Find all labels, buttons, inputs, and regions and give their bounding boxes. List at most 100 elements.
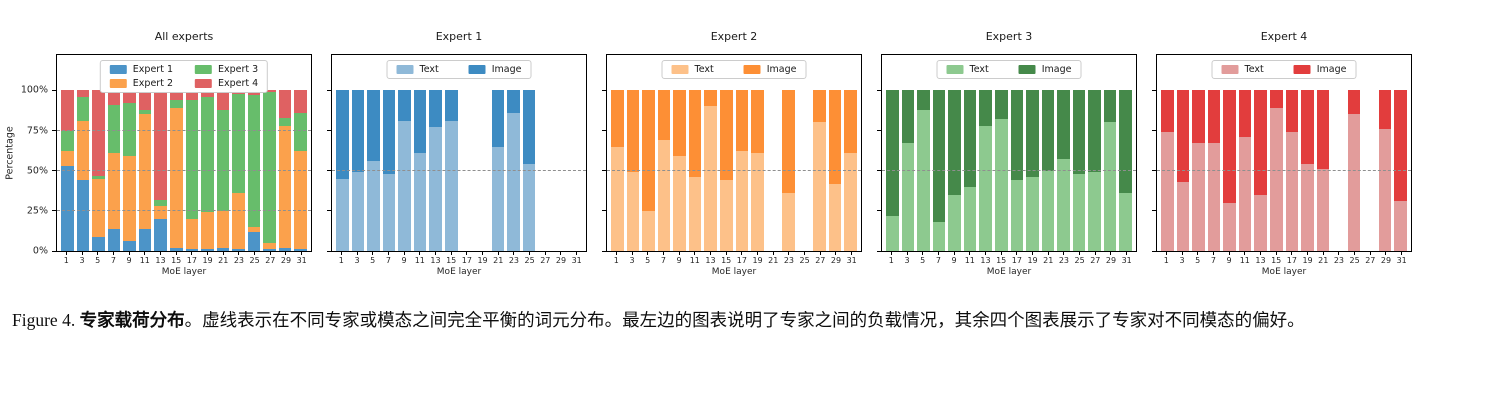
x-tick-label: 15	[996, 256, 1007, 265]
x-tick-mark	[662, 252, 664, 255]
x-tick-label: 9	[951, 256, 957, 265]
bar-segment	[398, 90, 411, 121]
x-tick-label: 31	[846, 256, 857, 265]
x-tick: 31	[295, 252, 308, 265]
legend: Text Image	[936, 60, 1082, 79]
chart-panel: Expert 1 Text Image 1 3 5 7 9 11 13 15 17 19 21 23 25 27…	[327, 30, 587, 277]
figure-charts: All experts 0% 25% 50% 75% 100% Percentage Expe…	[5, 30, 1412, 277]
x-tick-label: 1	[1163, 256, 1169, 265]
x-tick: 15	[1270, 252, 1283, 265]
bar-segment	[154, 199, 167, 207]
bar	[704, 90, 717, 251]
bar-segment	[1072, 90, 1086, 174]
bar-segment	[169, 100, 183, 109]
x-tick-mark	[1212, 252, 1214, 255]
bar-segment	[398, 120, 411, 251]
x-tick-mark	[544, 252, 546, 255]
x-tick-label: 17	[1286, 256, 1297, 265]
bar-segment	[76, 90, 90, 97]
x-tick-label: 15	[171, 256, 182, 265]
x-tick-label: 23	[508, 256, 519, 265]
x-tick-label: 3	[354, 256, 360, 265]
x-axis-label: MoE layer	[711, 267, 757, 277]
bar	[688, 90, 702, 251]
bar	[1010, 90, 1024, 251]
bar	[413, 90, 427, 251]
legend-label: Text	[419, 64, 439, 75]
y-tick-mark	[877, 210, 882, 212]
bar	[642, 90, 655, 251]
x-tick-label: 15	[1271, 256, 1282, 265]
x-tick-mark	[65, 252, 67, 255]
x-tick-mark	[482, 252, 484, 255]
x-tick-label: 29	[1380, 256, 1392, 265]
x-tick: 29	[280, 252, 293, 265]
bar-segment	[735, 90, 749, 152]
bar-segment	[979, 90, 992, 126]
y-tick-mark	[877, 250, 882, 252]
bar-segment	[429, 90, 442, 128]
bar-segment	[232, 249, 245, 251]
x-tick-mark	[128, 252, 130, 255]
x-tick: 19	[476, 252, 489, 265]
bar-segment	[1301, 164, 1314, 251]
x-tick-label: 27	[265, 256, 276, 265]
x-tick-label: 17	[736, 256, 747, 265]
x-tick-mark	[1079, 252, 1081, 255]
bar-segment	[901, 90, 915, 144]
x-tick-label: 25	[524, 256, 535, 265]
x-tick-label: 19	[1302, 256, 1313, 265]
bar	[657, 90, 671, 251]
balance-dashed-line	[57, 169, 311, 171]
legend-label: Text	[694, 64, 714, 75]
y-tick-mark	[1152, 89, 1157, 91]
x-tick-mark	[159, 252, 161, 255]
x-tick-label: 15	[446, 256, 457, 265]
y-tick-mark	[327, 170, 332, 172]
x-tick: 11	[963, 252, 976, 265]
x-tick-mark	[1259, 252, 1261, 255]
bar	[507, 90, 520, 251]
bar-segment	[154, 90, 167, 200]
bar	[1223, 90, 1236, 251]
bar-segment	[1057, 159, 1070, 251]
x-tick: 19	[201, 252, 214, 265]
bar	[844, 90, 857, 251]
x-tick: 5	[641, 252, 654, 265]
y-tick-label: 50%	[26, 165, 48, 177]
bar-segment	[138, 114, 152, 229]
x-tick: 25	[523, 252, 536, 265]
x-tick-label: 19	[1027, 256, 1038, 265]
x-axis-label: MoE layer	[161, 267, 207, 277]
x-tick: 17	[1286, 252, 1299, 265]
balance-dashed-line	[332, 169, 586, 171]
x-tick: 13	[154, 252, 167, 265]
x-tick-mark	[1047, 252, 1049, 255]
bar-segment	[185, 249, 199, 251]
x-tick-label: 7	[110, 256, 116, 265]
legend-item: Expert 2	[109, 78, 173, 89]
y-tick-mark	[877, 130, 882, 132]
x-tick-label: 5	[370, 256, 376, 265]
legend-item: Text	[671, 64, 714, 75]
x-axis-label: MoE layer	[1261, 267, 1307, 277]
bar-segment	[263, 91, 276, 243]
bar-segment	[979, 125, 992, 251]
bar-segment	[336, 178, 349, 251]
x-tick: 23	[783, 252, 796, 265]
balance-dashed-line	[57, 129, 311, 131]
x-tick-label: 23	[233, 256, 244, 265]
legend-item: Image	[1293, 64, 1346, 75]
x-tick-mark	[937, 252, 939, 255]
x-tick-mark	[1275, 252, 1277, 255]
x-tick-mark	[1197, 252, 1199, 255]
bar	[367, 90, 380, 251]
x-tick-label: 21	[218, 256, 229, 265]
bar-segment	[1254, 194, 1267, 251]
bar-segment	[382, 173, 396, 251]
bar-segment	[92, 236, 105, 251]
legend-item: Image	[468, 64, 521, 75]
bar	[1119, 90, 1132, 251]
bar-segment	[216, 109, 230, 211]
bar	[1072, 90, 1086, 251]
